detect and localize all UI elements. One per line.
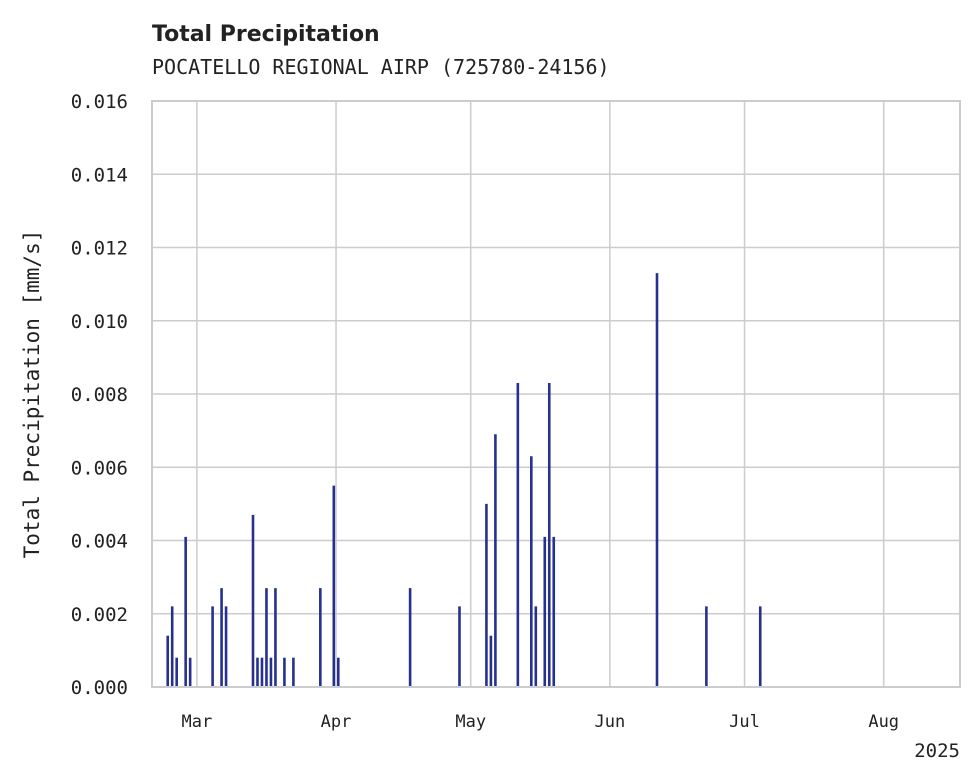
y-tick-label: 0.002 (71, 604, 128, 626)
y-tick-label: 0.006 (71, 457, 128, 479)
grid-lines (152, 100, 960, 688)
y-tick-label: 0.014 (71, 164, 128, 186)
chart-subtitle: POCATELLO REGIONAL AIRP (725780-24156) (152, 55, 610, 79)
chart-title: Total Precipitation (152, 22, 380, 47)
y-axis-label: Total Precipitation [mm/s] (20, 230, 44, 559)
y-tick-label: 0.016 (71, 91, 128, 113)
x-tick-label: Mar (182, 712, 213, 732)
x-tick-label: Jul (729, 712, 760, 732)
plot-frame (151, 100, 961, 688)
x-tick-label: Aug (868, 712, 899, 732)
y-tick-label: 0.000 (71, 677, 128, 699)
x-tick-label: May (455, 712, 486, 732)
x-axis-year-label: 2025 (914, 740, 960, 762)
x-tick-label: Apr (321, 712, 352, 732)
x-tick-label: Jun (595, 712, 626, 732)
y-tick-label: 0.004 (71, 531, 128, 553)
y-tick-label: 0.012 (71, 238, 128, 260)
x-axis-ticks: Mar Apr May Jun Jul Aug (182, 712, 900, 732)
y-tick-label: 0.008 (71, 384, 128, 406)
y-axis-ticks: 0.000 0.002 0.004 0.006 0.008 0.010 0.012 0.014… (71, 91, 128, 699)
y-tick-label: 0.010 (71, 311, 128, 333)
precipitation-bars (166, 273, 762, 687)
